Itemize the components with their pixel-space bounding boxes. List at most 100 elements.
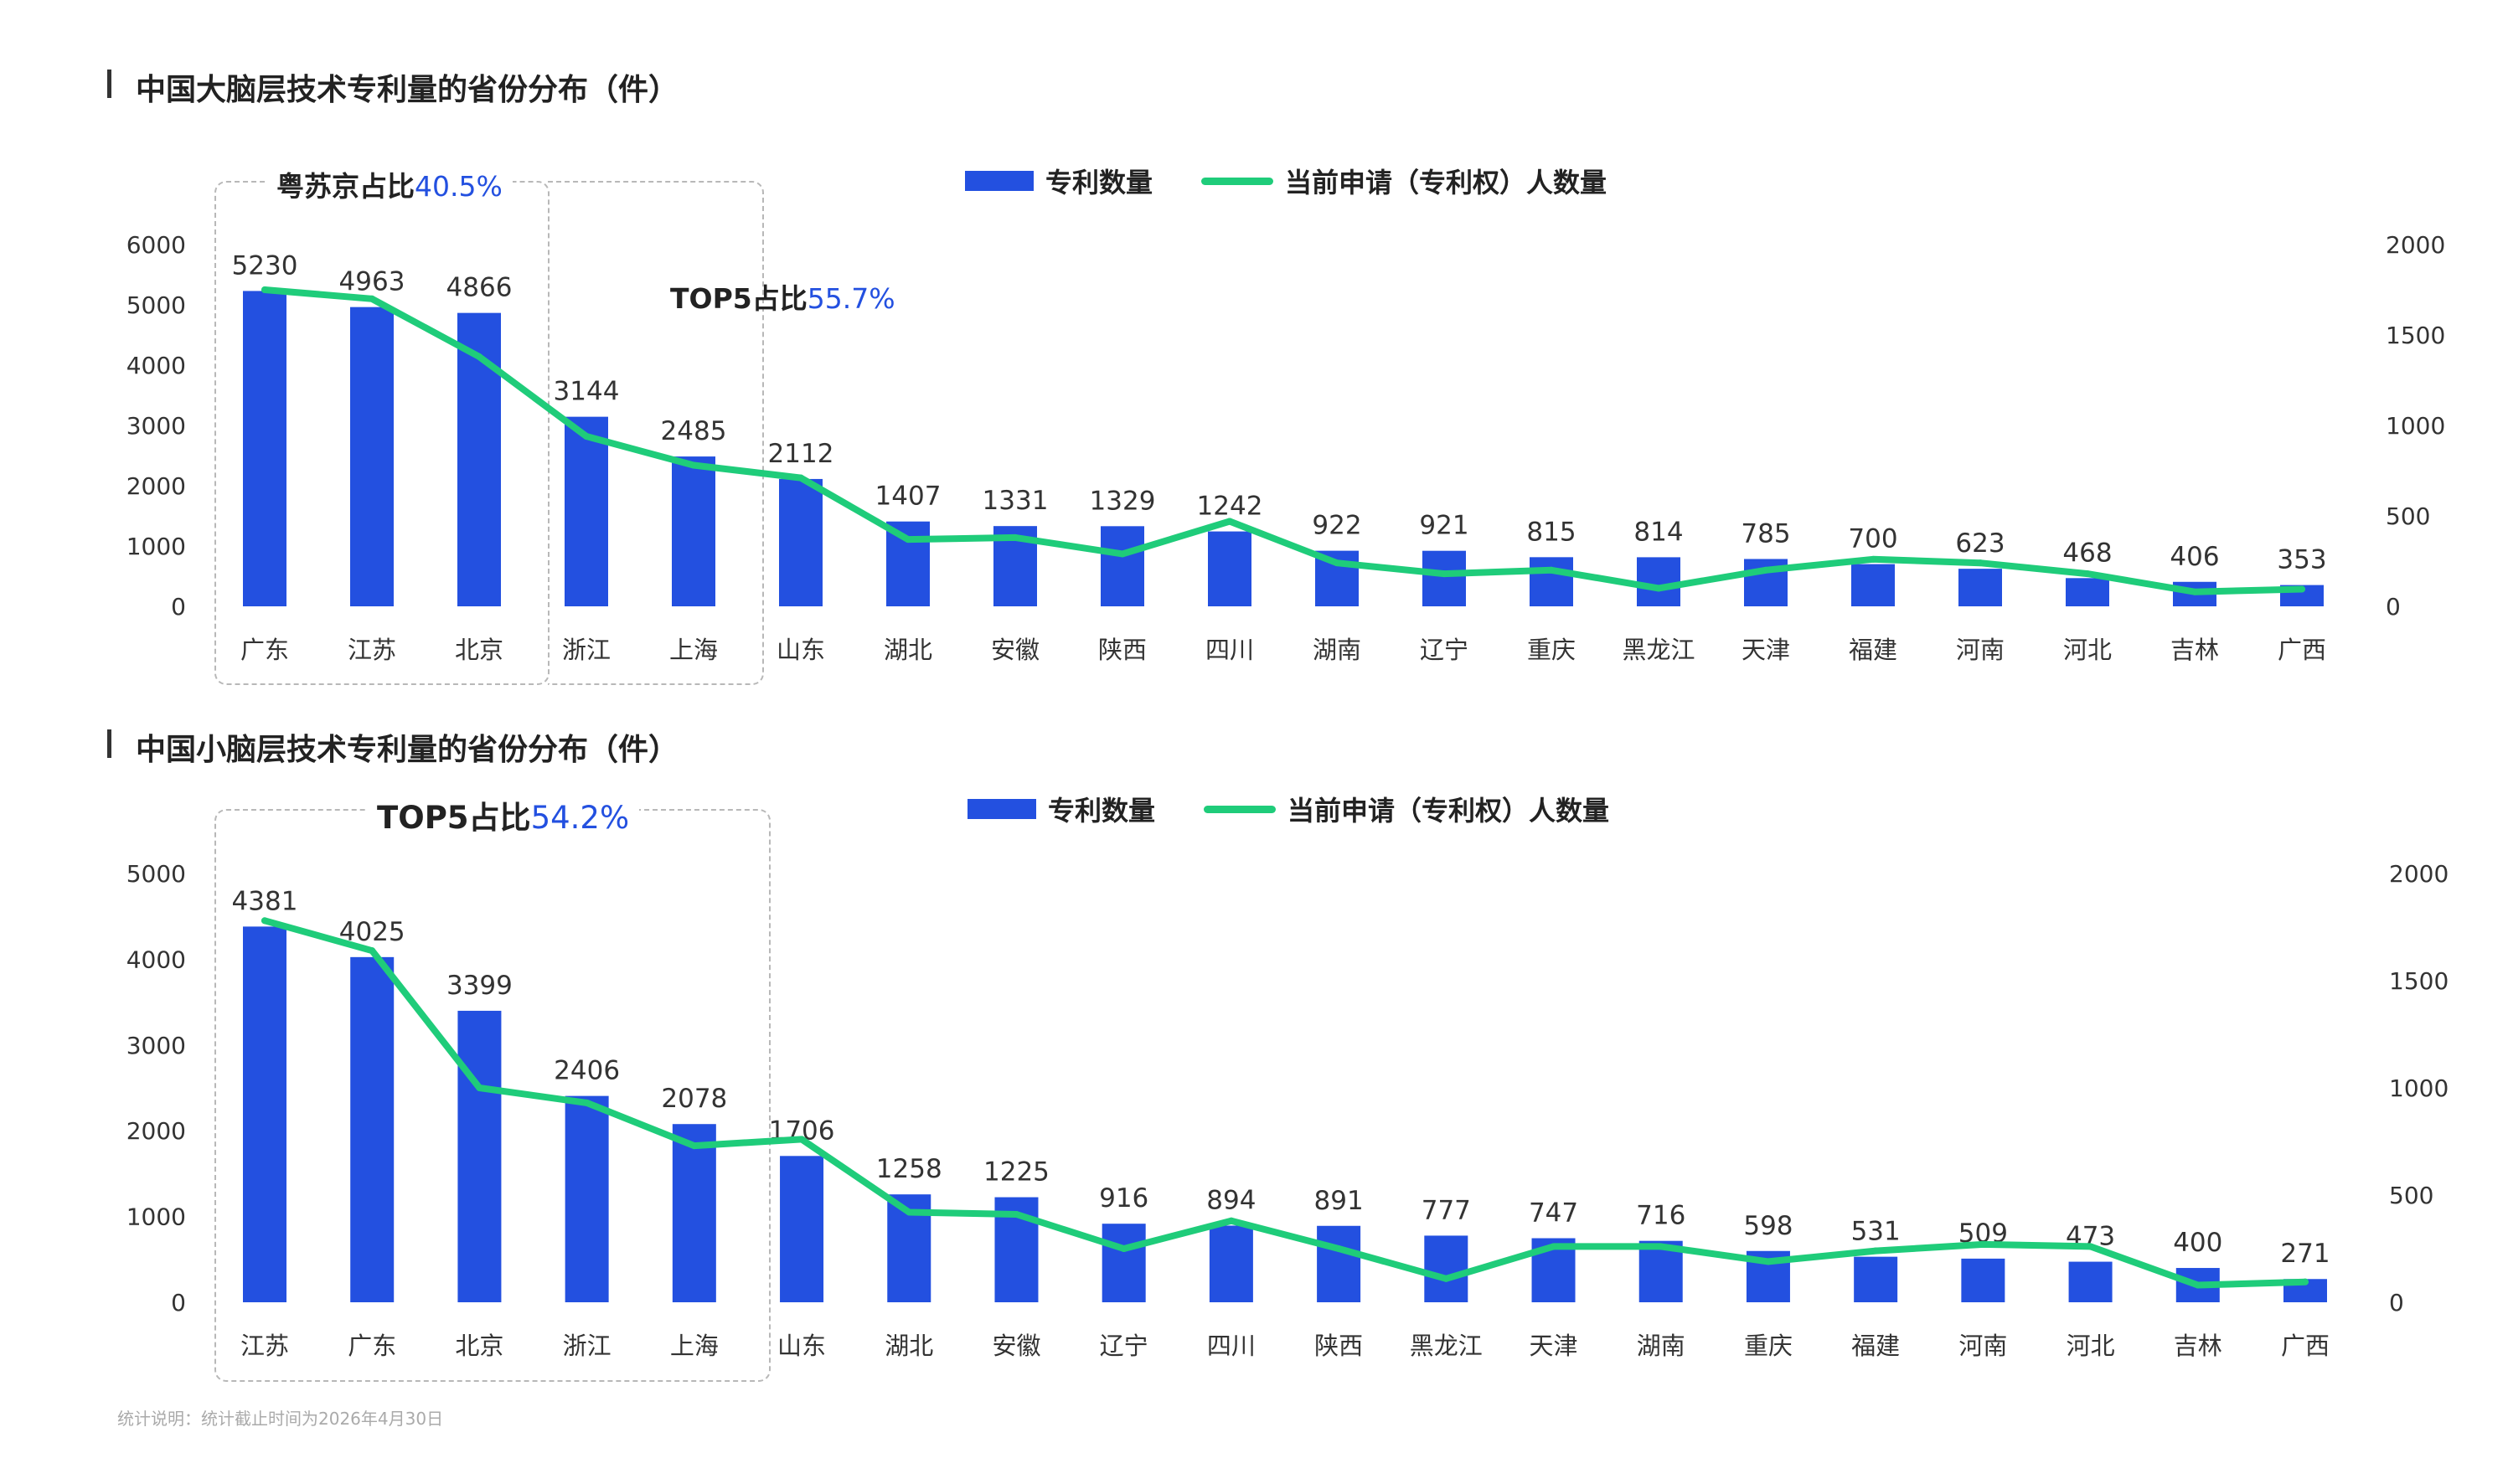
chart2-left-tick: 5000 (126, 860, 186, 888)
chart2-bar (457, 1010, 502, 1302)
chart1-line-point (1441, 570, 1447, 578)
chart2-left-tick: 1000 (126, 1203, 186, 1231)
chart2-top5-share: TOP5占比54.2% (367, 792, 640, 837)
chart1-gdjsbj-share-label: 粤苏京占比 (276, 170, 415, 203)
chart2-line-point (1227, 1217, 1235, 1224)
chart2-legend-bar-label: 专利数量 (1048, 795, 1156, 827)
chart1-left-tick: 5000 (126, 291, 186, 319)
chart1-bar-label: 406 (2170, 542, 2219, 572)
chart2-category-label: 重庆 (1744, 1332, 1793, 1360)
chart2-bar (565, 1095, 609, 1302)
chart1-right-tick: 2000 (2386, 231, 2445, 259)
chart1-bar-label: 921 (1419, 511, 1468, 541)
chart1-gdjsbj-share: 粤苏京占比40.5% (266, 164, 513, 204)
chart1-legend: 专利数量 当前申请（专利权）人数量 (965, 162, 1607, 200)
chart2-right-tick: 1000 (2389, 1074, 2448, 1102)
chart1-title: 中国大脑层技术专利量的省份分布（件） (136, 73, 679, 107)
chart1-category-label: 江苏 (348, 636, 396, 664)
chart1-right-tick: 1500 (2386, 322, 2445, 349)
chart1-line-point (1870, 555, 1876, 563)
chart1-line-point (797, 474, 804, 482)
chart2-bar (1961, 1258, 2005, 1302)
chart1-top5-box (548, 181, 764, 685)
chart1-line-point (1977, 559, 1984, 567)
chart1-legend-bar-swatch (965, 171, 1034, 191)
chart1-category-label: 湖北 (884, 636, 932, 664)
chart2-line-point (1764, 1258, 1772, 1265)
chart1-bar-label: 4963 (339, 267, 405, 297)
chart2-category-label: 湖南 (1637, 1332, 1685, 1360)
chart1-category-label: 安徽 (991, 636, 1040, 664)
chart1-category-label: 北京 (455, 636, 503, 664)
chart1-bar-label: 3144 (554, 377, 620, 407)
chart2-bar (1854, 1256, 1898, 1302)
chart2-category-label: 福建 (1851, 1332, 1900, 1360)
chart1-right-tick: 0 (2386, 593, 2401, 621)
chart1-category-label: 重庆 (1527, 636, 1576, 664)
footnote: 统计说明：统计截止时间为2026年4月30日 (117, 1409, 444, 1429)
chart1-legend-line-label: 当前申请（专利权）人数量 (1285, 167, 1607, 198)
chart2-bar-label: 747 (1529, 1198, 1578, 1229)
chart1-bar-label: 1407 (875, 482, 942, 512)
chart2-left-tick: 4000 (126, 946, 186, 973)
chart1-bar-label: 1331 (983, 486, 1049, 516)
chart2-right-tick: 1500 (2389, 967, 2448, 995)
chart1-bar (2066, 578, 2109, 606)
chart2-line-point (369, 947, 376, 955)
chart1-line-point (2191, 588, 2198, 595)
chart1-category-label: 浙江 (562, 636, 611, 664)
chart1-category-label: 河北 (2063, 636, 2112, 664)
chart2-category-label: 天津 (1530, 1332, 1578, 1360)
chart2-bar-label: 777 (1422, 1195, 1471, 1225)
chart2-category-label: 浙江 (563, 1332, 611, 1360)
chart2-bar (1317, 1225, 1361, 1302)
chart2-bar-label: 4381 (232, 886, 298, 916)
chart1-category-label: 四川 (1205, 636, 1254, 664)
chart2-line-point (583, 1099, 591, 1106)
chart1-top5-share-label: TOP5占比 (670, 282, 808, 315)
chart1-line-point (1119, 550, 1126, 558)
chart1-bar (672, 456, 715, 606)
chart2-line-point (1872, 1247, 1880, 1255)
chart1-bar-label: 1242 (1197, 492, 1263, 522)
chart2-top5-share-value: 54.2% (530, 800, 630, 836)
chart2-bar (243, 926, 286, 1302)
chart1-line-point (369, 295, 375, 302)
chart2-bar-label: 891 (1314, 1186, 1364, 1216)
chart1-category-label: 上海 (669, 636, 718, 664)
chart1-bar-label: 4866 (446, 273, 513, 303)
chart2-line-point (1120, 1245, 1127, 1252)
chart2-bar (672, 1124, 716, 1302)
chart1-bar (1208, 531, 1251, 606)
chart2-line-series (261, 917, 2309, 1289)
chart1-category-label: 黑龙江 (1622, 636, 1695, 664)
chart2-category-label: 广东 (348, 1332, 396, 1360)
chart2-category-label: 陕西 (1314, 1332, 1363, 1360)
chart1-gdjsbj-share-value: 40.5% (415, 170, 503, 203)
chart2-line-point (2194, 1281, 2201, 1289)
chart2-bar-label: 916 (1099, 1183, 1148, 1213)
chart2-line-point (2087, 1243, 2094, 1250)
chart2-bar-label: 2406 (554, 1056, 620, 1086)
chart1-bar-label: 468 (2062, 538, 2112, 568)
chart2-bar (1102, 1224, 1146, 1302)
chart2-bar-label: 531 (1851, 1217, 1901, 1247)
chart2-bar (2068, 1261, 2113, 1302)
chart2-line-point (798, 1136, 806, 1143)
chart1-category-label: 湖南 (1313, 636, 1361, 664)
chart1-bar (1637, 557, 1680, 606)
chart1-legend-line-swatch (1201, 177, 1274, 185)
chart2-bar (1209, 1225, 1253, 1302)
chart1-bar (457, 312, 501, 606)
chart1-line-point (2299, 585, 2305, 593)
chart1-line-point (1012, 533, 1019, 541)
chart2-category-label: 广西 (2281, 1332, 2330, 1360)
chart1-bar-label: 2112 (768, 439, 834, 469)
chart1-category-label: 河南 (1956, 636, 2005, 664)
chart2-bar (1424, 1235, 1468, 1302)
chart1-line-point (583, 432, 590, 440)
chart1-bar-label: 5230 (232, 250, 298, 281)
chart2-line-point (2302, 1278, 2309, 1286)
chart1-category-label: 天津 (1742, 636, 1790, 664)
